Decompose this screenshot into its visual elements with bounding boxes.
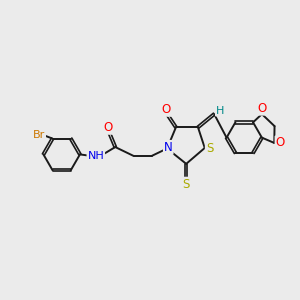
Text: H: H bbox=[216, 106, 224, 116]
Text: O: O bbox=[258, 102, 267, 115]
Text: S: S bbox=[182, 178, 190, 191]
Text: N: N bbox=[164, 141, 172, 154]
Text: O: O bbox=[103, 121, 113, 134]
Text: O: O bbox=[275, 136, 285, 149]
Text: NH: NH bbox=[87, 151, 104, 161]
Text: Br: Br bbox=[33, 130, 45, 140]
Text: S: S bbox=[206, 142, 213, 155]
Text: O: O bbox=[162, 103, 171, 116]
